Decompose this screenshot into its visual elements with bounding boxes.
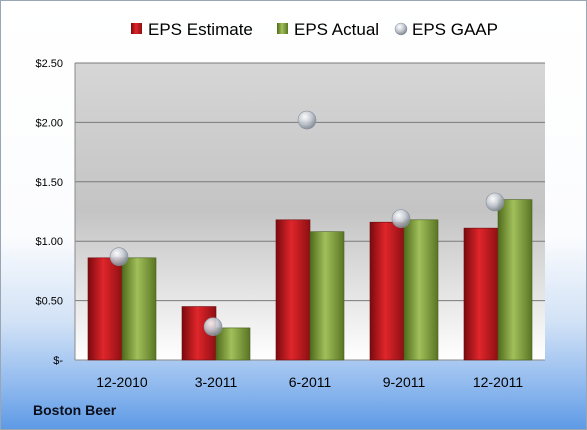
y-tick-label: $2.00 [35,117,63,129]
point-eps-gaap [203,317,223,337]
bar-eps-estimate [275,219,311,361]
legend-label: EPS Estimate [148,20,253,39]
bar-eps-estimate [87,257,123,361]
company-name: Boston Beer [33,402,117,418]
legend-eps-estimate: EPS Estimate [131,20,253,39]
y-tick-label: $2.50 [35,58,63,70]
y-tick-label: $0.50 [35,296,63,308]
legend-swatch [277,23,288,34]
y-tick-label: $1.50 [35,177,63,189]
bar-eps-estimate [369,221,405,361]
x-category-label: 12-2010 [96,374,148,390]
x-category-label: 9-2011 [383,374,426,390]
bar-eps-actual [121,257,157,361]
x-category-label: 3-2011 [195,374,238,390]
x-category-label: 6-2011 [289,374,332,390]
bar-eps-estimate [463,227,499,361]
point-eps-gaap [297,110,317,130]
legend-eps-actual: EPS Actual [277,20,379,39]
legend-label: EPS GAAP [412,20,498,39]
point-eps-gaap [391,209,411,228]
point-eps-gaap [109,247,129,266]
point-eps-gaap [485,192,505,212]
legend-swatch [394,22,408,36]
bar-eps-actual [309,231,345,361]
y-tick-label: $1.00 [35,236,63,248]
bar-eps-actual [403,219,439,361]
bar-eps-actual [497,199,533,361]
legend-eps-gaap: EPS GAAP [394,20,498,39]
legend-label: EPS Actual [294,20,379,39]
x-category-label: 12-2011 [473,374,524,390]
bar-eps-actual [215,327,251,361]
legend-swatch [131,23,142,34]
y-tick-label: $- [53,355,63,367]
